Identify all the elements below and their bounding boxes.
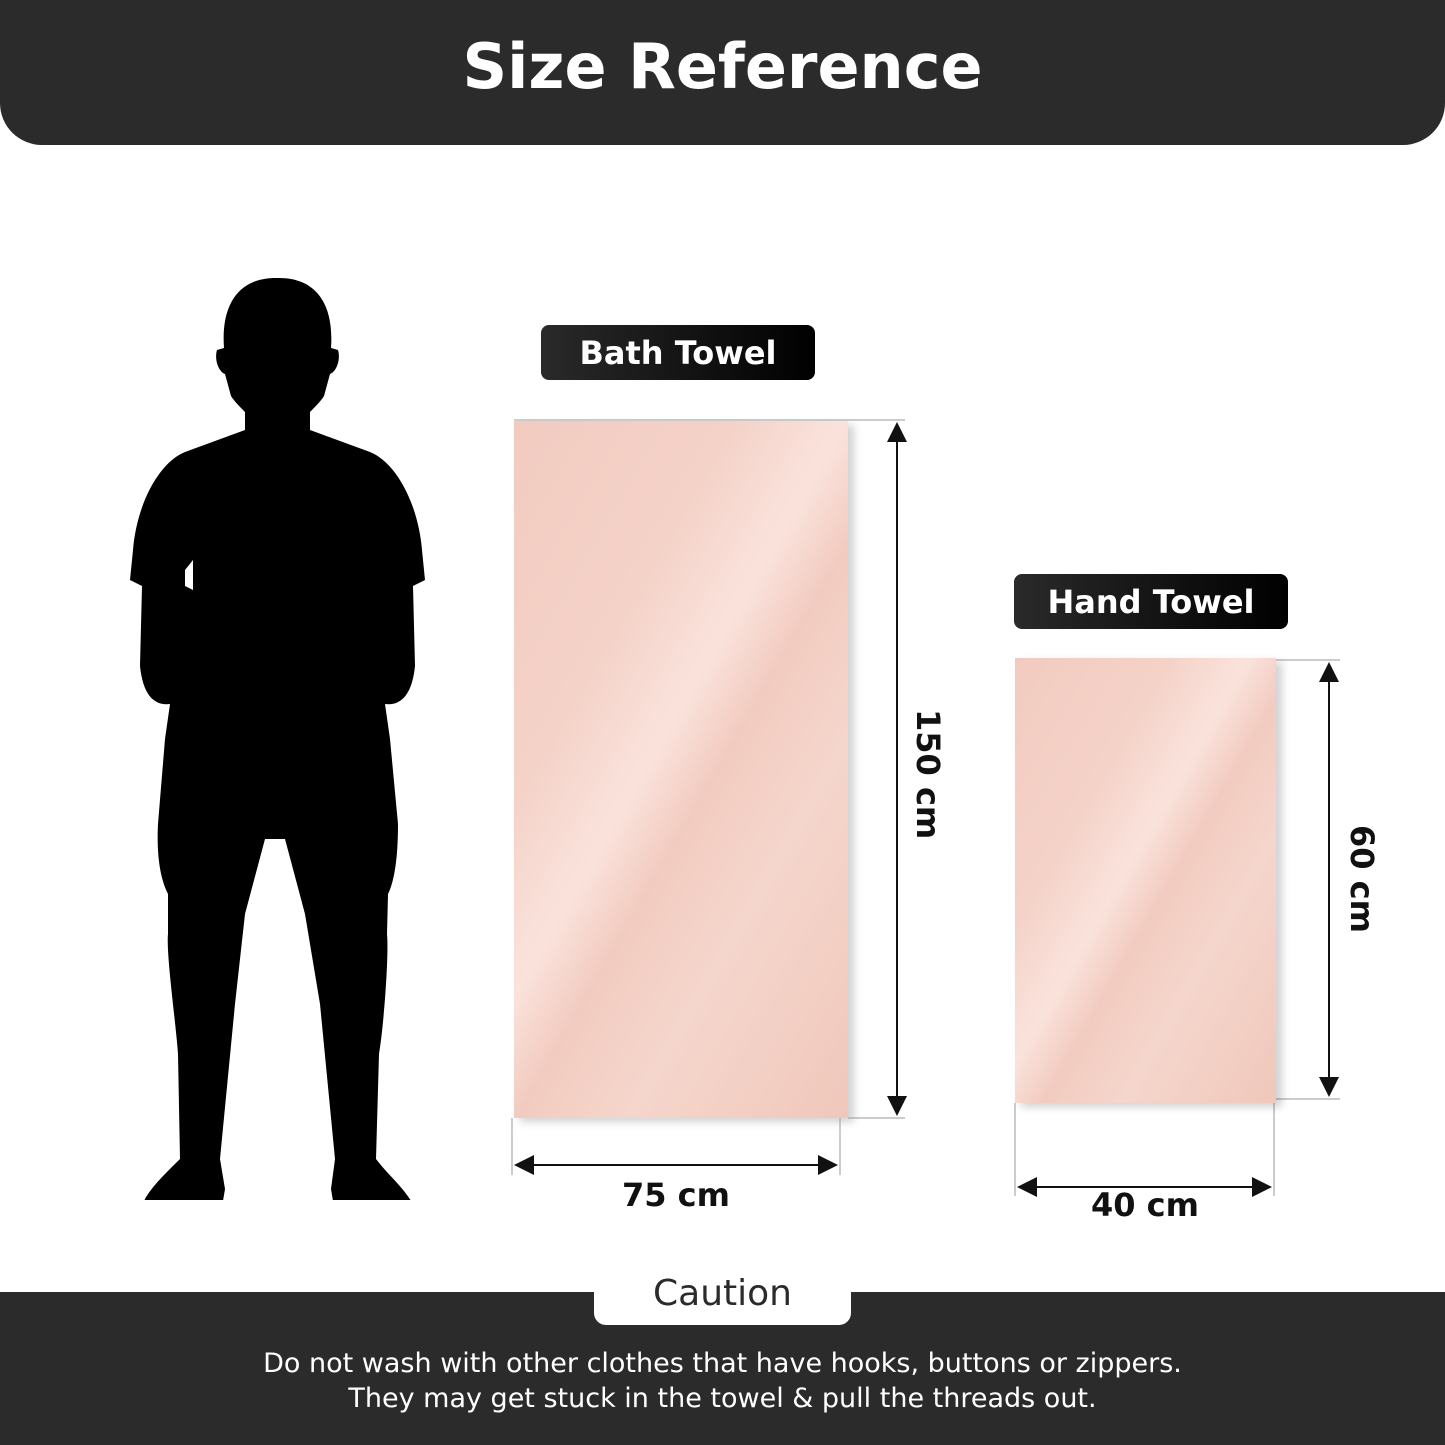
header-bar [0, 0, 1445, 145]
hand-width-text: 40 cm [1091, 1186, 1199, 1224]
person-silhouette-icon [130, 278, 425, 1200]
caution-label: Caution [594, 1262, 851, 1325]
bath-towel-label: Bath Towel [541, 325, 815, 380]
hand-height-text: 60 cm [1343, 825, 1381, 933]
caution-line-2: They may get stuck in the towel & pull t… [348, 1383, 1097, 1414]
page-title: Size Reference [462, 30, 983, 103]
bath-width-text: 75 cm [622, 1176, 730, 1214]
hand-towel-label: Hand Towel [1014, 574, 1288, 629]
bath-towel-image [514, 421, 848, 1118]
caution-line-1: Do not wash with other clothes that have… [263, 1348, 1182, 1379]
bath-height-text: 150 cm [909, 709, 947, 840]
hand-towel-image [1015, 658, 1276, 1103]
